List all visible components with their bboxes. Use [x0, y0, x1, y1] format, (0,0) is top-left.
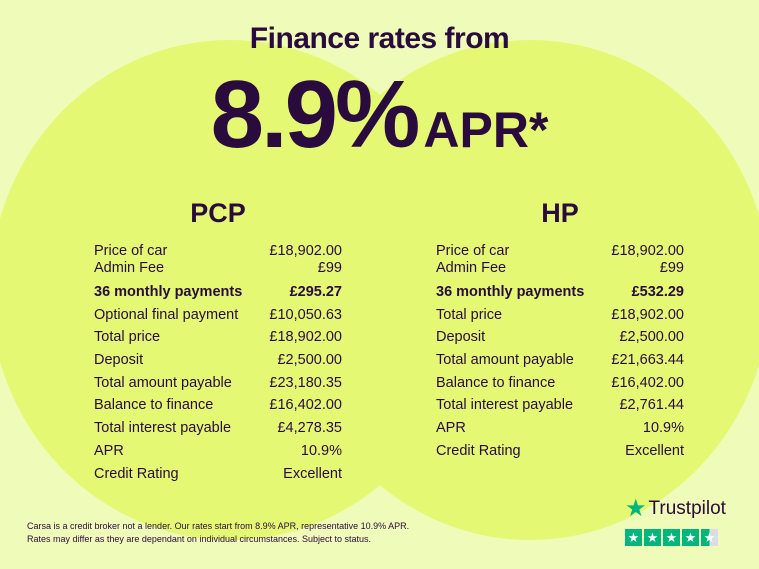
table-row: Total amount payable £23,180.35 [94, 372, 342, 395]
row-label: APR [94, 442, 124, 459]
row-value: £23,180.35 [269, 374, 342, 391]
row-label: Deposit [436, 329, 486, 346]
row-label: APR [436, 420, 466, 437]
row-label: Optional final payment [94, 306, 239, 323]
row-value: Excellent [625, 442, 684, 459]
table-row: Admin Fee £99 [436, 260, 684, 277]
row-label: Deposit [94, 352, 144, 369]
table-row: Total amount payable £21,663.44 [436, 349, 684, 372]
row-value: £18,902.00 [269, 329, 342, 346]
disclaimer-line-1: Carsa is a credit broker not a lender. O… [27, 521, 410, 531]
table-row: Deposit £2,500.00 [94, 349, 342, 372]
decorative-circle-right [290, 40, 759, 540]
row-value: £2,761.44 [619, 397, 684, 414]
table-row: APR 10.9% [436, 417, 684, 440]
disclaimer-line-2: Rates may differ as they are dependant o… [27, 534, 372, 544]
table-row: Credit Rating Excellent [436, 440, 684, 463]
star-icon: ★ [625, 495, 647, 522]
trustpilot-name: Trustpilot [648, 497, 726, 519]
star-icon: ★ [625, 529, 642, 546]
row-label: Price of car [94, 243, 168, 259]
row-label: Balance to finance [436, 374, 556, 391]
row-label: Price of car [436, 243, 510, 259]
table-row: Balance to finance £16,402.00 [436, 372, 684, 395]
row-label: Total interest payable [436, 397, 574, 414]
pcp-title: PCP [190, 198, 246, 228]
half-star-icon: ★ [701, 529, 718, 546]
table-row: APR 10.9% [94, 440, 342, 463]
headline-rate: 8.9% APR* [0, 60, 759, 170]
star-icon: ★ [663, 529, 680, 546]
row-value: £18,902.00 [611, 306, 684, 323]
row-value: 10.9% [642, 420, 684, 437]
table-row: Total price £18,902.00 [436, 304, 684, 327]
row-label: Total price [436, 306, 503, 323]
row-value: £16,402.00 [269, 397, 342, 414]
row-label: Total interest payable [94, 420, 232, 437]
row-label: Admin Fee [94, 260, 165, 276]
table-row: Optional final payment £10,050.63 [94, 304, 342, 327]
disclaimer: Carsa is a credit broker not a lender. O… [27, 520, 409, 546]
trustpilot-badge[interactable]: ★ Trustpilot ★ ★ ★ ★ ★ [625, 494, 726, 546]
star-icon: ★ [682, 529, 699, 546]
row-value: £99 [659, 260, 684, 276]
table-row: Credit Rating Excellent [94, 463, 342, 486]
row-value: Excellent [283, 465, 342, 482]
row-value: £18,902.00 [269, 243, 342, 259]
hp-table: HP Price of car £18,902.00 Admin Fee £99 36 … [436, 198, 684, 463]
table-row: Price of car £18,902.00 [94, 243, 342, 260]
row-label: Total amount payable [436, 352, 574, 369]
table-row: 36 monthly payments £295.27 [94, 281, 342, 304]
table-row: Total interest payable £2,761.44 [436, 394, 684, 417]
row-value: £532.29 [631, 284, 684, 300]
table-row: Balance to finance £16,402.00 [94, 394, 342, 417]
row-value: £4,278.35 [277, 420, 342, 437]
row-value: £16,402.00 [611, 374, 684, 391]
rate-suffix: APR* [423, 102, 549, 158]
table-row: 36 monthly payments £532.29 [436, 281, 684, 304]
table-row: Total price £18,902.00 [94, 326, 342, 349]
headline-title: Finance rates from [249, 22, 510, 55]
hp-title: HP [541, 198, 579, 228]
table-row: Admin Fee £99 [94, 260, 342, 277]
row-value: £2,500.00 [277, 352, 342, 369]
row-label: Balance to finance [94, 397, 214, 414]
trustpilot-rating: ★ ★ ★ ★ ★ [625, 529, 726, 546]
row-label: 36 monthly payments [94, 284, 243, 300]
row-label: Credit Rating [94, 465, 179, 482]
row-value: 10.9% [300, 442, 342, 459]
row-label: Total amount payable [94, 374, 232, 391]
star-icon: ★ [644, 529, 661, 546]
table-row: Price of car £18,902.00 [436, 243, 684, 260]
row-label: Admin Fee [436, 260, 507, 276]
row-value: £295.27 [289, 284, 342, 300]
row-value: £2,500.00 [619, 329, 684, 346]
row-value: £21,663.44 [611, 352, 684, 369]
row-label: Total price [94, 329, 161, 346]
table-row: Deposit £2,500.00 [436, 326, 684, 349]
row-value: £10,050.63 [269, 306, 342, 323]
rate-value: 8.9% [210, 61, 421, 168]
row-label: 36 monthly payments [436, 284, 585, 300]
pcp-table: PCP Price of car £18,902.00 Admin Fee £99 36… [94, 198, 342, 485]
row-value: £99 [317, 260, 342, 276]
row-value: £18,902.00 [611, 243, 684, 259]
table-row: Total interest payable £4,278.35 [94, 417, 342, 440]
row-label: Credit Rating [436, 442, 521, 459]
